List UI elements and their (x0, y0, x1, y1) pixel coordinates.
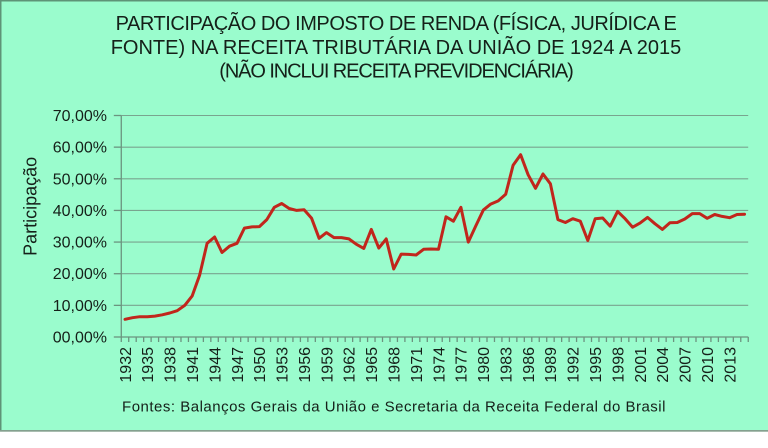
svg-text:1953: 1953 (275, 347, 292, 383)
svg-text:PARTICIPAÇÃO DO IMPOSTO DE REN: PARTICIPAÇÃO DO IMPOSTO DE RENDA (FÍSICA… (116, 11, 677, 35)
svg-text:1977: 1977 (454, 347, 471, 383)
svg-text:1968: 1968 (387, 347, 404, 383)
svg-text:2010: 2010 (700, 347, 717, 383)
svg-text:1980: 1980 (476, 347, 493, 383)
svg-text:2001: 2001 (633, 347, 650, 383)
svg-text:1986: 1986 (521, 347, 538, 383)
svg-text:1959: 1959 (319, 347, 336, 383)
svg-text:2007: 2007 (678, 347, 695, 383)
svg-text:FONTE) NA RECEITA TRIBUTÁRIA D: FONTE) NA RECEITA TRIBUTÁRIA DA UNIÃO DE… (111, 35, 682, 59)
svg-text:2004: 2004 (655, 347, 672, 383)
svg-text:1947: 1947 (230, 347, 247, 383)
svg-text:1938: 1938 (163, 347, 180, 383)
svg-text:2013: 2013 (722, 347, 739, 383)
svg-text:1983: 1983 (499, 347, 516, 383)
svg-text:Participação: Participação (21, 157, 41, 256)
svg-text:1944: 1944 (207, 347, 224, 383)
svg-text:1962: 1962 (342, 347, 359, 383)
svg-text:1995: 1995 (588, 347, 605, 383)
svg-text:1941: 1941 (185, 347, 202, 383)
svg-text:1956: 1956 (297, 347, 314, 383)
svg-text:1965: 1965 (364, 347, 381, 383)
svg-text:1998: 1998 (610, 347, 627, 383)
svg-text:(NÃO INCLUI RECEITA PREVIDENCI: (NÃO INCLUI RECEITA PREVIDENCIÁRIA) (219, 59, 573, 83)
svg-text:70,00%: 70,00% (53, 108, 107, 125)
svg-text:1950: 1950 (252, 347, 269, 383)
svg-text:Fontes: Balanços Gerais da Uni: Fontes: Balanços Gerais da União e Secre… (122, 399, 666, 416)
svg-text:1974: 1974 (431, 347, 448, 383)
svg-text:1971: 1971 (409, 347, 426, 383)
svg-text:50,00%: 50,00% (53, 171, 107, 188)
svg-text:10,00%: 10,00% (53, 298, 107, 315)
svg-text:1992: 1992 (566, 347, 583, 383)
svg-text:1932: 1932 (118, 347, 135, 383)
svg-text:60,00%: 60,00% (53, 140, 107, 157)
svg-text:1989: 1989 (543, 347, 560, 383)
svg-text:1935: 1935 (140, 347, 157, 383)
svg-text:00,00%: 00,00% (53, 330, 107, 347)
svg-text:20,00%: 20,00% (53, 266, 107, 283)
svg-text:40,00%: 40,00% (53, 203, 107, 220)
svg-text:30,00%: 30,00% (53, 235, 107, 252)
